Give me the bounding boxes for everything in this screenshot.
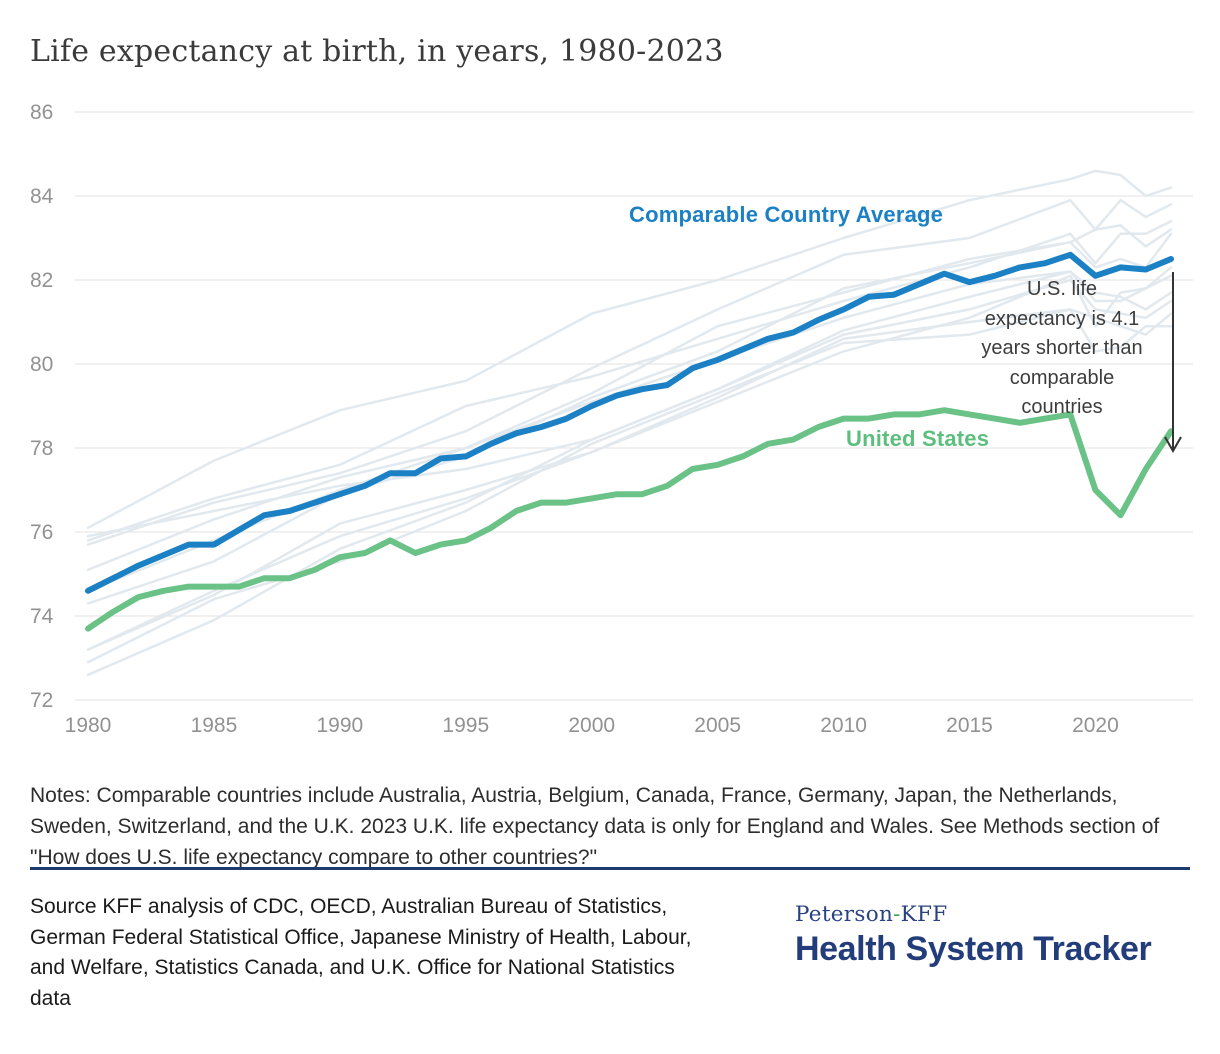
- gap-arrowhead-icon: [1164, 436, 1182, 454]
- x-tick-label: 1980: [65, 714, 112, 737]
- line-chart: 72 74 76 78 80 82 84 86 1980 1985 1990 1995 2000 2005…: [30, 101, 1193, 737]
- x-tick-label: 1995: [442, 714, 489, 737]
- chart-title: Life expectancy at birth, in years, 1980…: [30, 34, 724, 69]
- background-country-line-belgium: [86, 266, 1173, 651]
- footer-divider: [30, 867, 1190, 870]
- y-tick-label: 72: [30, 689, 53, 712]
- logo-kff: KFF: [900, 902, 948, 927]
- series-label-united-states: United States: [846, 426, 990, 451]
- y-tick-label: 84: [30, 185, 54, 208]
- series-line-comparable-average: [85, 251, 1174, 594]
- y-tick-label: 78: [30, 437, 53, 460]
- y-tick-label: 76: [30, 521, 53, 544]
- y-tick-label: 86: [30, 101, 53, 124]
- gap-annotation-line: expectancy is 4.1: [984, 307, 1140, 330]
- gap-annotation-line: U.S. life: [1026, 278, 1098, 300]
- logo-peterson: Peterson: [795, 902, 894, 927]
- gap-annotation: U.S. life expectancy is 4.1 years shorte…: [948, 275, 1176, 423]
- source-text: Source KFF analysis of CDC, OECD, Austra…: [30, 895, 692, 1010]
- y-tick-label: 80: [30, 353, 53, 376]
- x-tick-label: 1990: [317, 714, 364, 737]
- x-tick-label: 2015: [946, 714, 993, 737]
- x-tick-label: 1985: [191, 714, 238, 737]
- background-country-line-australia: [86, 224, 1173, 593]
- x-tick-label: 2010: [820, 714, 867, 737]
- notes-text: Notes: Comparable countries include Aust…: [30, 784, 1160, 869]
- series-label-comparable-average: Comparable Country Average: [629, 202, 944, 227]
- background-country-line-sweden: [86, 219, 1173, 542]
- logo-hyphen: -: [893, 902, 901, 927]
- series-line-united-states: [85, 407, 1174, 632]
- logo-wordmark-top: Peterson-KFF: [795, 902, 1195, 927]
- background-country-line-canada: [86, 270, 1173, 572]
- x-tick-label: 2000: [568, 714, 615, 737]
- background-country-line-netherlands: [86, 270, 1173, 538]
- x-tick-label: 2005: [694, 714, 741, 737]
- background-country-line-austria: [86, 278, 1173, 677]
- gap-annotation-line: comparable: [1009, 366, 1115, 389]
- background-country-line-japan: [86, 169, 1173, 530]
- background-country-line-germany: [86, 308, 1173, 664]
- x-tick-label: 2020: [1072, 714, 1119, 737]
- logo-wordmark-bottom: Health System Tracker: [795, 930, 1152, 968]
- gap-annotation-line: years shorter than: [981, 337, 1143, 359]
- peterson-kff-logo: Peterson-KFF Health System Tracker: [795, 902, 1195, 969]
- y-tick-label: 74: [30, 605, 54, 628]
- y-tick-label: 82: [30, 269, 53, 292]
- background-country-line-switzerland: [86, 198, 1173, 546]
- gap-annotation-line: countries: [1021, 396, 1103, 418]
- background-country-line-uk: [86, 308, 1173, 651]
